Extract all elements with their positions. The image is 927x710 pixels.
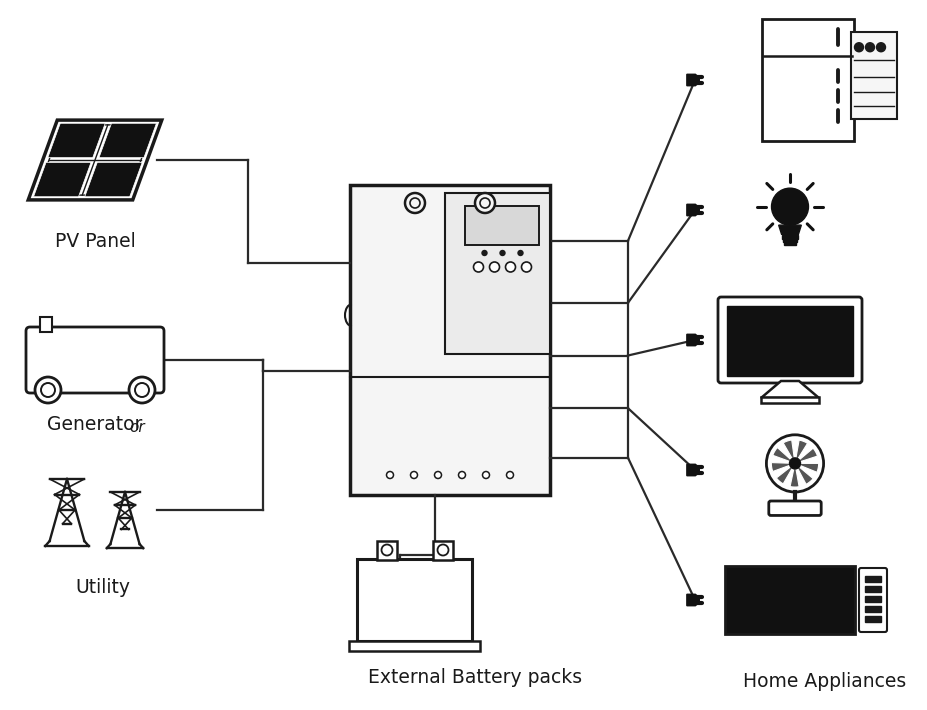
Circle shape [489,262,499,272]
FancyBboxPatch shape [726,306,852,376]
FancyBboxPatch shape [781,235,797,239]
Polygon shape [686,464,699,476]
FancyBboxPatch shape [781,239,796,242]
Polygon shape [33,163,91,197]
FancyBboxPatch shape [864,596,880,602]
FancyBboxPatch shape [761,19,853,141]
Circle shape [410,471,417,479]
Polygon shape [686,75,699,86]
Polygon shape [48,124,105,158]
Polygon shape [686,594,699,606]
Text: PV Panel: PV Panel [55,232,135,251]
FancyBboxPatch shape [349,185,550,495]
Polygon shape [778,225,801,234]
Circle shape [404,193,425,213]
Circle shape [410,198,420,208]
Circle shape [770,188,807,225]
FancyBboxPatch shape [864,606,880,612]
FancyBboxPatch shape [724,566,854,634]
FancyBboxPatch shape [768,501,820,515]
Circle shape [865,43,873,52]
Polygon shape [84,163,142,197]
Text: or: or [129,420,145,435]
Wedge shape [772,447,794,464]
Circle shape [789,458,800,469]
Circle shape [475,193,494,213]
Circle shape [505,262,514,272]
Circle shape [129,377,155,403]
FancyBboxPatch shape [760,397,819,403]
Wedge shape [794,464,812,484]
Circle shape [134,383,149,397]
Text: External Battery packs: External Battery packs [367,668,581,687]
Circle shape [41,383,55,397]
Circle shape [386,471,393,479]
Circle shape [434,471,441,479]
Circle shape [854,43,862,52]
Circle shape [521,262,531,272]
Wedge shape [794,440,806,464]
Circle shape [766,435,823,492]
Circle shape [458,471,465,479]
Polygon shape [36,125,154,195]
Wedge shape [789,464,798,487]
FancyBboxPatch shape [40,317,52,332]
Circle shape [381,545,392,555]
Circle shape [500,251,504,256]
Text: Utility: Utility [75,578,131,597]
Wedge shape [770,463,794,471]
Wedge shape [776,464,794,484]
Circle shape [876,43,884,52]
FancyBboxPatch shape [858,568,886,632]
FancyBboxPatch shape [717,297,861,383]
Polygon shape [99,124,157,158]
FancyBboxPatch shape [26,327,164,393]
FancyBboxPatch shape [864,576,880,582]
Circle shape [481,251,487,256]
Polygon shape [686,204,699,216]
FancyBboxPatch shape [782,242,795,245]
Polygon shape [686,334,699,346]
Wedge shape [794,448,817,464]
FancyBboxPatch shape [864,616,880,622]
Circle shape [35,377,61,403]
Text: Generator: Generator [47,415,143,434]
FancyBboxPatch shape [357,559,472,641]
Circle shape [517,251,523,256]
Wedge shape [794,464,818,472]
FancyBboxPatch shape [445,193,550,354]
Wedge shape [782,440,794,464]
Polygon shape [760,381,819,398]
FancyBboxPatch shape [864,586,880,592]
FancyBboxPatch shape [349,641,480,651]
Circle shape [482,471,489,479]
FancyBboxPatch shape [376,541,397,560]
FancyBboxPatch shape [850,32,896,119]
Circle shape [437,545,448,555]
Circle shape [506,471,513,479]
FancyBboxPatch shape [465,206,539,245]
FancyBboxPatch shape [433,541,452,560]
Polygon shape [28,120,161,200]
Text: Home Appliances: Home Appliances [743,672,906,691]
Circle shape [473,262,483,272]
Circle shape [479,198,489,208]
